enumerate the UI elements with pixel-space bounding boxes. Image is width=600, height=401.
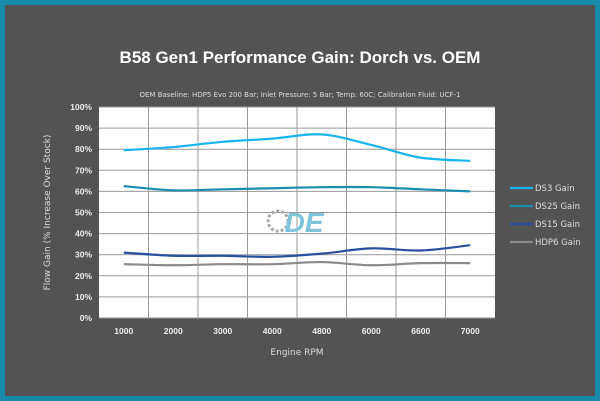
y-tick-label: 30%	[75, 250, 92, 260]
y-tick-label: 10%	[75, 292, 92, 302]
chart-subtitle: OEM Baseline: HDP5 Evo 200 Bar; Inlet Pr…	[139, 91, 461, 99]
legend-label-ds3-gain: DS3 Gain	[535, 184, 575, 194]
x-tick-label: 1000	[114, 326, 133, 336]
x-tick-label: 6600	[411, 326, 430, 336]
y-tick-label: 40%	[75, 229, 92, 239]
y-axis-label: Flow Gain (% Increase Over Stock)	[43, 135, 53, 291]
x-tick-label: 4000	[263, 326, 282, 336]
x-tick-label: 3000	[213, 326, 232, 336]
legend-label-ds25-gain: DS25 Gain	[535, 202, 580, 212]
x-tick-label: 4800	[312, 326, 331, 336]
x-tick-label: 2000	[164, 326, 183, 336]
y-tick-label: 20%	[75, 271, 92, 281]
series-line-ds15-gain	[123, 244, 471, 258]
y-tick-label: 0%	[80, 313, 93, 323]
legend-label-hdp6-gain: HDP6 Gain	[535, 238, 581, 248]
y-tick-label: 70%	[75, 165, 92, 175]
y-tick-label: 50%	[75, 208, 92, 218]
x-tick-label: 7000	[461, 326, 480, 336]
series-line-ds3-gain	[123, 133, 471, 162]
legend-label-ds15-gain: DS15 Gain	[535, 220, 580, 230]
watermark-logo: DE	[285, 207, 325, 238]
watermark-turbo-icon	[266, 209, 290, 233]
y-tick-label: 80%	[75, 144, 92, 154]
x-tick-label: 6000	[362, 326, 381, 336]
x-axis-label: Engine RPM	[270, 348, 323, 358]
y-tick-label: 60%	[75, 186, 92, 196]
series-line-hdp6-gain	[123, 260, 471, 267]
chart-title: B58 Gen1 Performance Gain: Dorch vs. OEM	[119, 48, 481, 67]
series-line-ds25-gain	[123, 185, 471, 193]
y-tick-label: 90%	[75, 123, 92, 133]
y-tick-label: 100%	[70, 102, 92, 112]
